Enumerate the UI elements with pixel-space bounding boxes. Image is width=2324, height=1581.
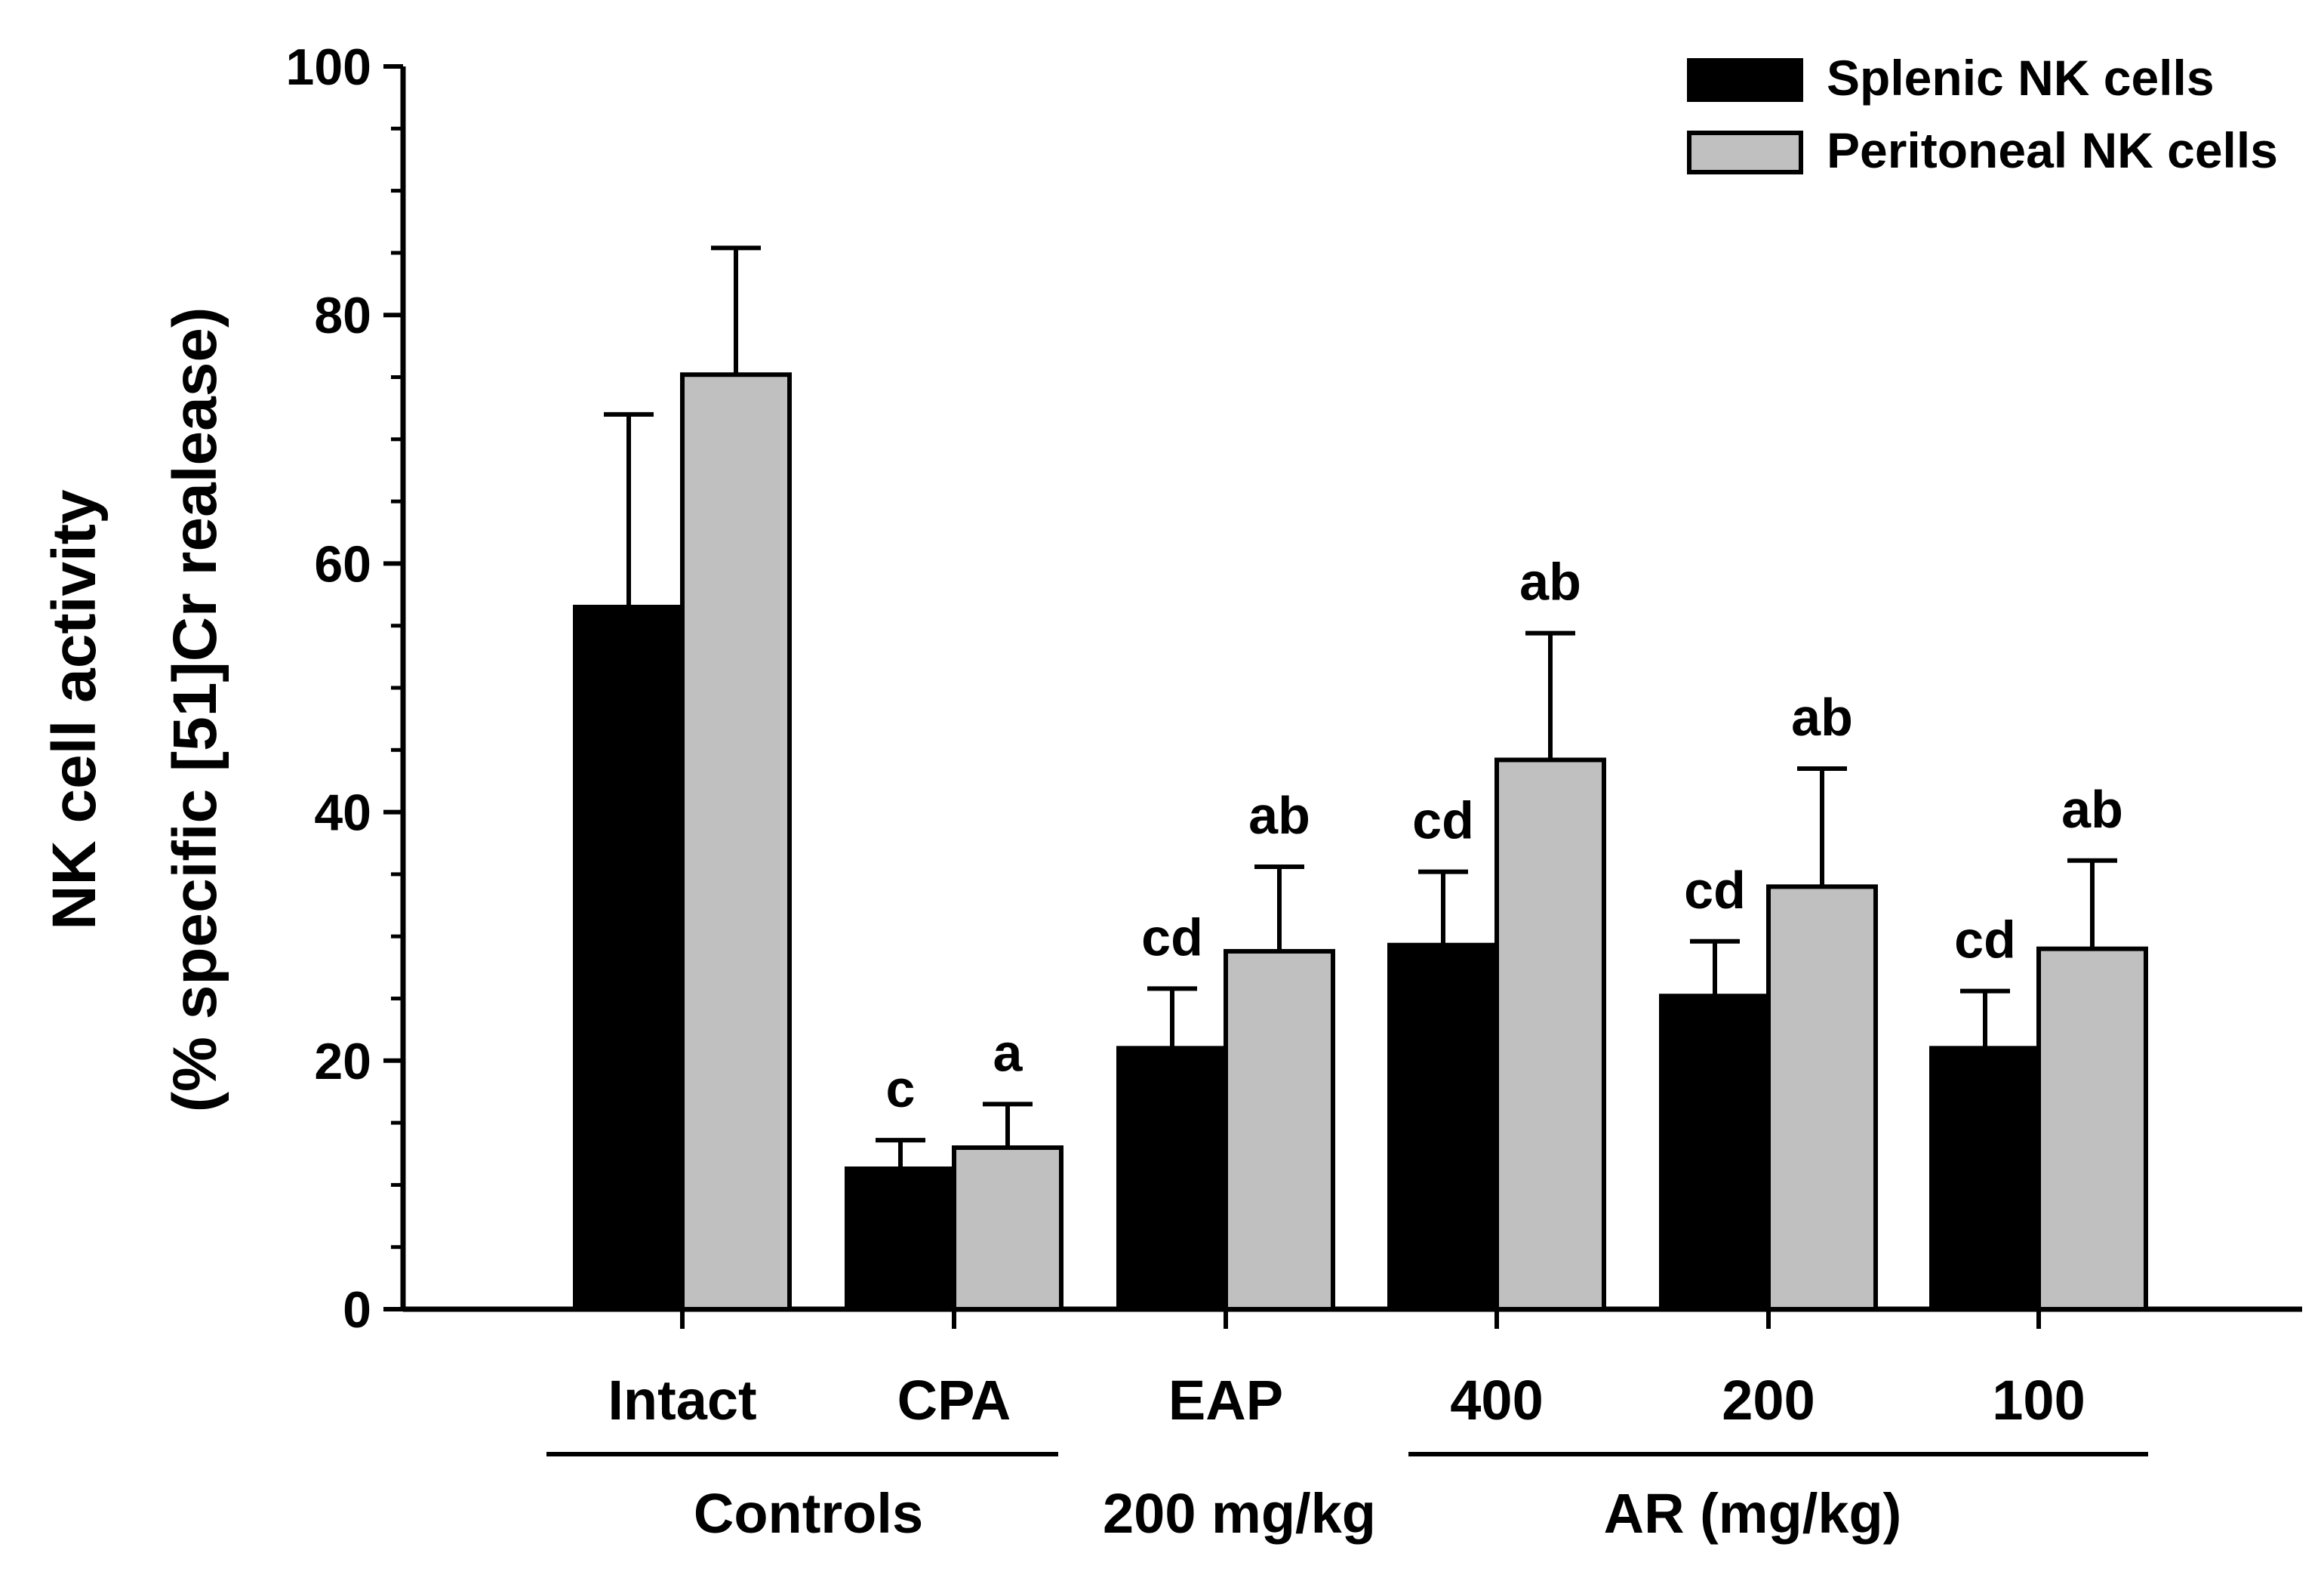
x-category-label: EAP: [1168, 1369, 1283, 1432]
significance-label: cd: [1412, 791, 1474, 850]
x-category-label: 400: [1450, 1369, 1543, 1432]
bar-peritoneal: [1766, 884, 1878, 1311]
significance-label: ab: [1248, 786, 1310, 845]
y-axis-title-line1: NK cell activity: [40, 489, 109, 930]
significance-label: cd: [1141, 908, 1203, 966]
bar-peritoneal: [1494, 757, 1606, 1311]
group-label: AR (mg/kg): [1604, 1482, 1902, 1545]
legend: Splenic NK cells Peritoneal NK cells: [1687, 50, 2278, 178]
bar-peritoneal: [2036, 946, 2148, 1312]
significance-label: cd: [1684, 861, 1746, 920]
x-category-label: 100: [1992, 1369, 2085, 1432]
bar-splenic: [573, 605, 685, 1311]
bar-peritoneal: [1224, 948, 1335, 1312]
bar-splenic: [1659, 994, 1771, 1311]
y-axis-title: NK cell activity (% specific [51]Cr real…: [40, 307, 229, 1113]
y-axis-title-line2: (% specific [51]Cr realease): [161, 307, 229, 1113]
legend-label: Splenic NK cells: [1827, 50, 2215, 106]
significance-label: c: [886, 1059, 916, 1118]
significance-label: ab: [1791, 688, 1853, 747]
y-tick-label: 0: [343, 1281, 371, 1339]
legend-swatch-splenic: [1687, 58, 1803, 102]
significance-label: ab: [2061, 780, 2123, 839]
y-tick-label: 80: [314, 287, 371, 344]
bars: [573, 245, 2148, 1312]
significance-label: ab: [1519, 553, 1581, 612]
bar-splenic: [1387, 942, 1499, 1312]
labels: c cd cd cd cd a ab ab ab ab Intact CPA EAP 400 200 100 C…: [546, 553, 2148, 1545]
bar-splenic: [845, 1166, 956, 1311]
bar-splenic: [1929, 1046, 2041, 1311]
y-tick-label: 100: [286, 39, 371, 96]
group-label: 200 mg/kg: [1103, 1482, 1376, 1545]
y-tick-label: 60: [314, 535, 371, 593]
bar-peritoneal: [680, 372, 792, 1311]
significance-label: a: [993, 1023, 1023, 1082]
y-tick-label: 40: [314, 784, 371, 842]
x-category-label: Intact: [608, 1369, 756, 1432]
bar-peritoneal: [952, 1145, 1063, 1312]
x-category-label: CPA: [897, 1369, 1011, 1432]
significance-label: cd: [1954, 911, 2016, 969]
legend-label: Peritoneal NK cells: [1827, 122, 2278, 178]
group-label: Controls: [694, 1482, 923, 1545]
bar-splenic: [1116, 1046, 1228, 1311]
legend-swatch-peritoneal: [1687, 131, 1803, 174]
x-category-label: 200: [1722, 1369, 1815, 1432]
y-tick-label: 20: [314, 1033, 371, 1090]
